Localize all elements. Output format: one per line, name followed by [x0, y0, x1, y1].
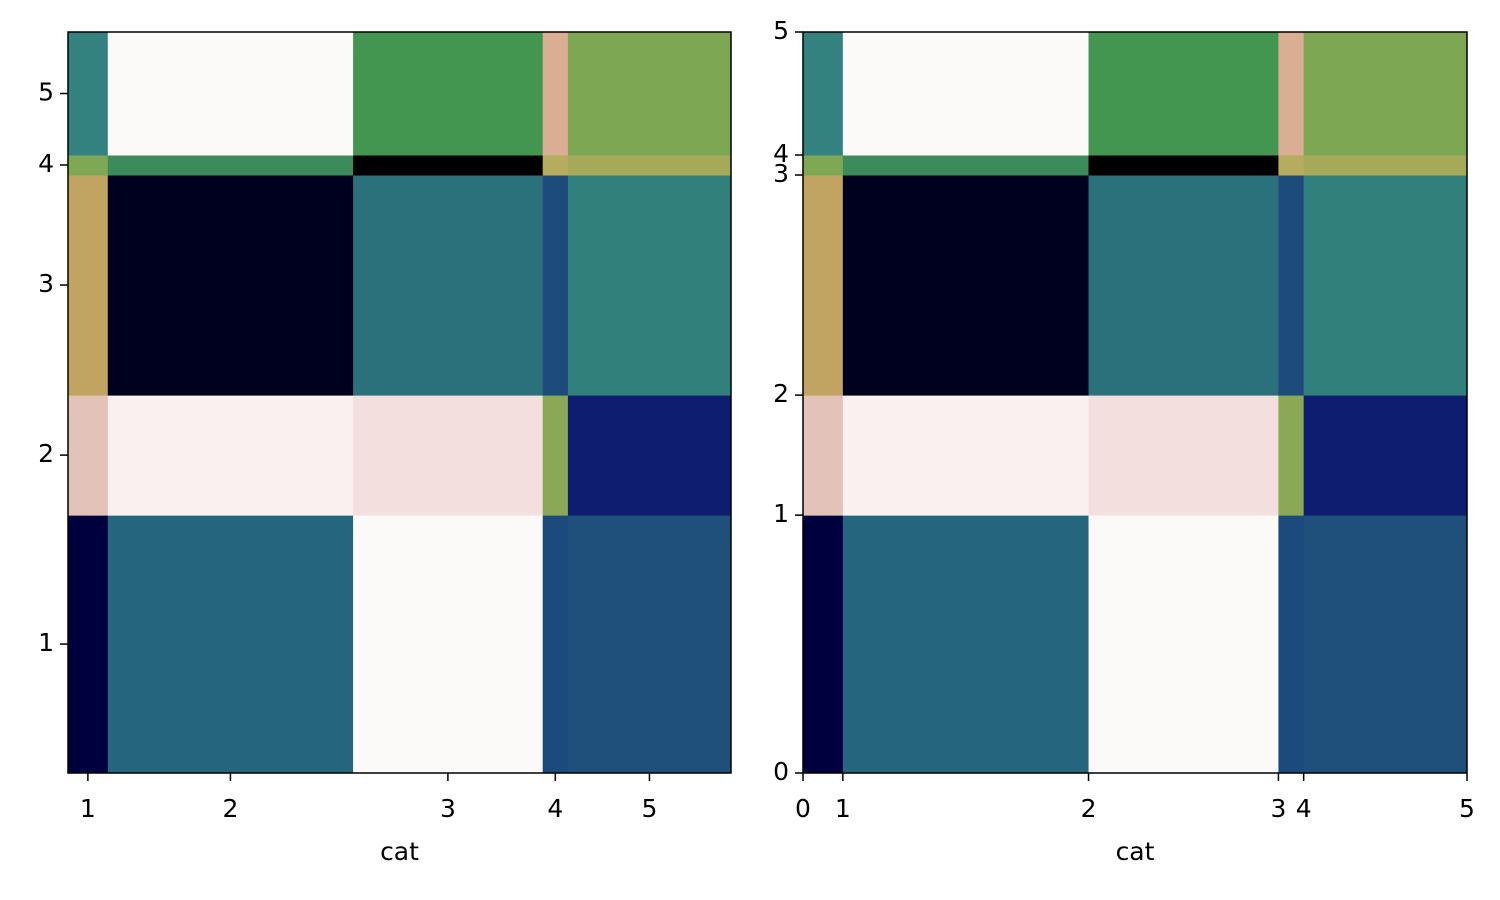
heatmap-cell	[567, 395, 732, 516]
heatmap-cell	[353, 175, 544, 396]
heatmap-cell	[803, 32, 844, 156]
x-tick-label: 1	[835, 794, 851, 823]
heatmap-cell	[567, 515, 732, 774]
plot-frame	[802, 31, 1468, 774]
heatmap-cell	[68, 175, 109, 396]
y-tick-label: 4	[773, 139, 789, 168]
x-axis-label: cat	[1116, 837, 1155, 866]
heatmap-cell	[68, 155, 109, 176]
heatmap-cell	[353, 395, 544, 516]
x-tick-label: 5	[1459, 794, 1475, 823]
heatmap-cell	[1303, 515, 1468, 774]
heatmap-cell	[1278, 32, 1305, 156]
y-tick-label: 2	[773, 379, 789, 408]
heatmap-cell	[68, 515, 109, 774]
heatmap-cell	[68, 32, 109, 156]
heatmap-cell	[842, 175, 1090, 396]
heatmap-cell	[542, 155, 569, 176]
heatmap-cell	[353, 32, 544, 156]
heatmap-cell	[68, 395, 109, 516]
heatmap-cell	[842, 515, 1090, 774]
x-tick-label: 4	[547, 794, 563, 823]
heatmap-cell	[107, 32, 354, 156]
x-tick-label: 2	[1081, 794, 1097, 823]
y-tick-label: 5	[38, 78, 54, 107]
heatmap-cell	[1303, 155, 1468, 176]
heatmap-cell	[1278, 515, 1305, 774]
x-tick-label: 1	[80, 794, 96, 823]
heatmap-cell	[1303, 175, 1468, 396]
heatmap-cell	[803, 155, 844, 176]
x-tick-label: 2	[222, 794, 238, 823]
heatmap-cell	[1088, 395, 1279, 516]
heatmap-cell	[542, 395, 569, 516]
heatmap-cell	[1278, 155, 1305, 176]
y-tick-label: 1	[773, 499, 789, 528]
x-axis-label: cat	[380, 837, 419, 866]
heatmap-cell	[842, 395, 1090, 516]
heatmap-cell	[803, 395, 844, 516]
heatmap-cell	[567, 155, 732, 176]
heatmap-cell	[1278, 395, 1305, 516]
y-tick-label: 3	[38, 269, 54, 298]
heatmap-cell	[803, 515, 844, 774]
heatmap-cell	[567, 175, 732, 396]
heatmap-cell	[353, 515, 544, 774]
heatmap-cell	[1303, 395, 1468, 516]
x-tick-label: 0	[795, 794, 811, 823]
heatmap-cell	[842, 155, 1090, 176]
heatmap-cell	[567, 32, 732, 156]
y-tick-label: 1	[38, 628, 54, 657]
heatmap-cell	[803, 175, 844, 396]
heatmap-cell	[1088, 515, 1279, 774]
x-tick-label: 5	[641, 794, 657, 823]
heatmap-cell	[842, 32, 1090, 156]
x-tick-label: 3	[1270, 794, 1286, 823]
heatmap-cell	[1278, 175, 1305, 396]
x-tick-label: 4	[1296, 794, 1312, 823]
heatmap-cell	[107, 395, 354, 516]
x-tick-label: 3	[440, 794, 456, 823]
heatmap-cell	[542, 515, 569, 774]
heatmap-cell	[107, 155, 354, 176]
heatmap-cell	[1088, 32, 1279, 156]
heatmap-cell	[107, 175, 354, 396]
y-tick-label: 3	[773, 159, 789, 188]
y-tick-label: 2	[38, 439, 54, 468]
heatmap-cell	[1303, 32, 1468, 156]
heatmap-cell	[542, 175, 569, 396]
y-tick-label: 4	[38, 149, 54, 178]
heatmap-cell	[353, 155, 544, 176]
heatmap-cell	[542, 32, 569, 156]
heatmap-cell	[107, 515, 354, 774]
y-tick-label: 5	[773, 16, 789, 45]
plot-frame	[67, 31, 732, 774]
heatmap-cell	[1088, 175, 1279, 396]
y-tick-label: 0	[773, 757, 789, 786]
heatmap-cell	[1088, 155, 1279, 176]
